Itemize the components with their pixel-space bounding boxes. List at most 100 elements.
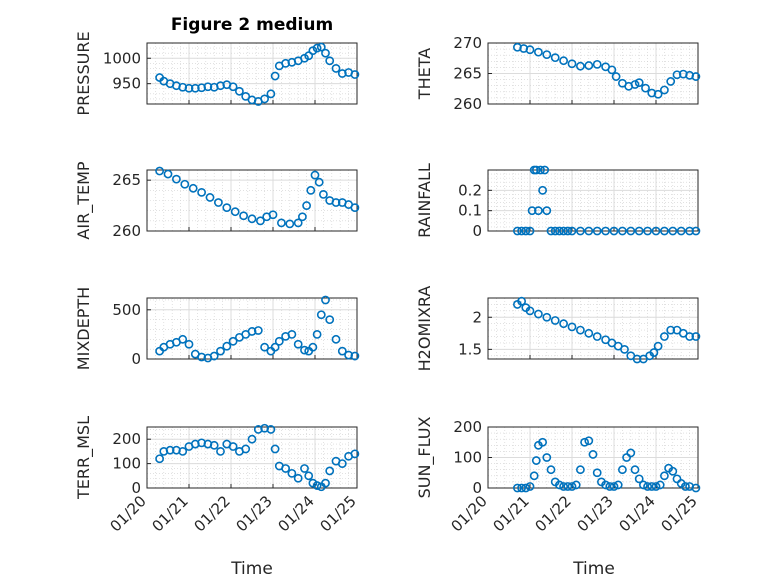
theta-y-axis-label: THETA (415, 48, 434, 100)
theta-data-point (584, 61, 594, 70)
air_temp-data-point (222, 203, 232, 213)
air_temp-data-point (255, 216, 265, 226)
pressure-data-point (304, 51, 314, 61)
pressure-data-point (325, 56, 335, 66)
rainfall-data-point (531, 165, 541, 175)
rainfall-data-point (609, 226, 619, 236)
air_temp-data-point (297, 212, 307, 222)
rainfall-data-point (660, 226, 669, 236)
terr_msl-data-point (337, 459, 347, 468)
mixdepth-data-point (260, 342, 269, 352)
h2omixra-data-point (542, 312, 552, 322)
h2omixra-data-point (691, 332, 701, 341)
theta-data-point (525, 45, 535, 55)
mixdepth-data-point (270, 342, 280, 352)
h2omixra-y-tick-label: 1.5 (458, 340, 482, 358)
theta-data-point (611, 72, 621, 81)
h2omixra-data-point (584, 328, 594, 338)
rainfall-data-point (542, 206, 552, 216)
sun_flux-data-point (681, 482, 690, 491)
rainfall-y-tick-label: 0.2 (458, 181, 482, 199)
air_temp-data-point (205, 193, 215, 202)
h2omixra-data-point (660, 332, 669, 341)
h2omixra-y-axis-label: H2OMIXRA (415, 286, 434, 372)
theta-data-point (592, 59, 602, 69)
air_temp-data-point (331, 198, 341, 207)
sun_flux-data-point (521, 483, 531, 493)
air_temp-data-point (230, 207, 240, 217)
sun_flux-data-point (584, 436, 594, 446)
sun_flux-data-point (601, 480, 610, 490)
sun_flux-data-point (580, 437, 589, 447)
sun_flux-data-point (563, 482, 573, 491)
x-tick-label-01-23: 01/23 (233, 492, 276, 535)
x-tick-label-01-24: 01/24 (616, 492, 659, 535)
rainfall-data-point (626, 226, 636, 236)
terr_msl-data-point (266, 425, 276, 434)
sun_flux-data-point (634, 474, 644, 484)
air_temp-data-point (197, 187, 206, 197)
mixdepth-data-point (228, 336, 238, 346)
terr_msl-data-point (228, 442, 238, 451)
subplot-pressure: 950 1000 PRESSURE (74, 31, 360, 116)
x-tick-label-01-25: 01/25 (658, 492, 701, 535)
mixdepth-axes-box (146, 297, 358, 360)
rainfall-data-point (592, 226, 602, 236)
h2omixra-data-point (534, 309, 543, 319)
h2omixra-y-tick-label: 2 (472, 308, 482, 326)
pressure-data-point (203, 82, 213, 92)
theta-data-point (559, 56, 568, 66)
air_temp-y-tick-label: 265 (112, 171, 141, 189)
sun_flux-data-point (567, 482, 577, 491)
sun_flux-data-point (613, 480, 623, 490)
rainfall-y-tick-label: 0.1 (458, 202, 482, 220)
sun_flux-data-point (559, 482, 568, 491)
theta-data-point (653, 89, 663, 99)
theta-data-point (641, 83, 650, 93)
h2omixra-axes-box (487, 297, 699, 360)
theta-data-point (550, 53, 560, 63)
terr_msl-data-point (350, 449, 360, 459)
theta-data-point (672, 70, 682, 80)
air_temp-data-point (247, 214, 257, 224)
air_temp-data-point (350, 203, 360, 213)
subplot-terr_msl: 0 100 200 TERR_MSL 01/2001/2101/2201/2301/24… (74, 416, 360, 535)
pressure-data-point (316, 42, 326, 52)
sun_flux-data-point (660, 471, 669, 481)
theta-data-point (576, 61, 585, 71)
sun_flux-y-tick-label: 200 (453, 418, 482, 436)
air_temp-data-point (285, 219, 295, 229)
rainfall-data-point (567, 226, 577, 236)
sun_flux-data-point (546, 465, 556, 475)
rainfall-data-point (513, 226, 522, 236)
terr_msl-data-point (300, 464, 309, 473)
rainfall-data-point (525, 226, 535, 236)
rainfall-data-point (563, 226, 573, 236)
sun_flux-data-point (576, 465, 585, 475)
air_temp-data-point (180, 179, 190, 189)
sun_flux-data-point (555, 480, 564, 490)
terr_msl-y-axis-label: TERR_MSL (74, 416, 94, 500)
rainfall-data-point (668, 226, 678, 236)
h2omixra-data-point (525, 306, 535, 316)
pressure-data-point (270, 71, 280, 81)
air_temp-data-point (293, 218, 303, 228)
pressure-data-point (266, 89, 276, 99)
mixdepth-data-point (312, 330, 322, 339)
air_temp-data-point (213, 198, 223, 207)
terr_msl-data-point (293, 473, 303, 483)
air_temp-data-point (318, 189, 328, 199)
sun_flux-data-point (643, 482, 652, 491)
sun_flux-y-tick-label: 100 (453, 449, 482, 467)
theta-data-point (534, 47, 543, 57)
sun_flux-data-point (592, 468, 602, 478)
terr_msl-data-point (312, 481, 322, 490)
sun_flux-data-point (571, 480, 581, 490)
x-tick-label-01-22: 01/22 (532, 492, 575, 535)
x-tick-label-01-20: 01/20 (448, 492, 491, 535)
sun_flux-y-tick-label: 0 (472, 479, 482, 497)
x-tick-label-01-20: 01/20 (107, 492, 150, 535)
mixdepth-data-point (222, 341, 232, 351)
pressure-y-axis-label: PRESSURE (74, 31, 93, 115)
